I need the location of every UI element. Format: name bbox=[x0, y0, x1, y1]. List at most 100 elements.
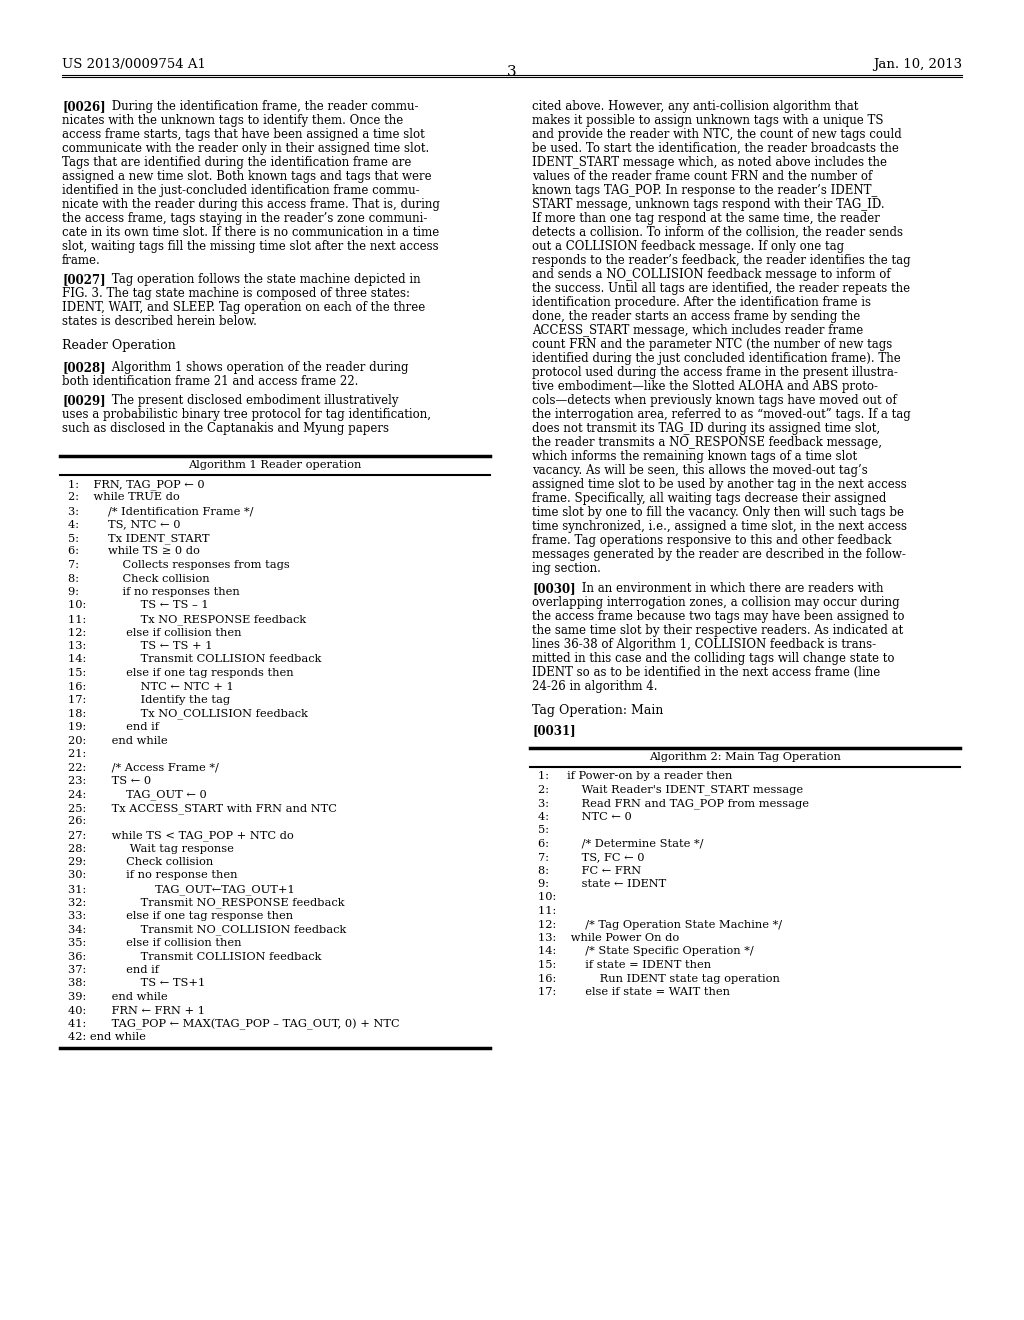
Text: such as disclosed in the Captanakis and Myung papers: such as disclosed in the Captanakis and … bbox=[62, 422, 389, 436]
Text: 3:         Read FRN and TAG_POP from message: 3: Read FRN and TAG_POP from message bbox=[538, 799, 809, 809]
Text: US 2013/0009754 A1: US 2013/0009754 A1 bbox=[62, 58, 206, 71]
Text: 2:    while TRUE do: 2: while TRUE do bbox=[68, 492, 180, 503]
Text: assigned time slot to be used by another tag in the next access: assigned time slot to be used by another… bbox=[532, 478, 906, 491]
Text: 22:       /* Access Frame */: 22: /* Access Frame */ bbox=[68, 763, 219, 772]
Text: both identification frame 21 and access frame 22.: both identification frame 21 and access … bbox=[62, 375, 358, 388]
Text: [0027]: [0027] bbox=[62, 273, 105, 286]
Text: Algorithm 1 Reader operation: Algorithm 1 Reader operation bbox=[188, 459, 361, 470]
Text: 24:           TAG_OUT ← 0: 24: TAG_OUT ← 0 bbox=[68, 789, 207, 800]
Text: Reader Operation: Reader Operation bbox=[62, 339, 176, 352]
Text: the access frame because two tags may have been assigned to: the access frame because two tags may ha… bbox=[532, 610, 904, 623]
Text: protocol used during the access frame in the present illustra-: protocol used during the access frame in… bbox=[532, 366, 898, 379]
Text: messages generated by the reader are described in the follow-: messages generated by the reader are des… bbox=[532, 548, 906, 561]
Text: 10:: 10: bbox=[538, 892, 560, 903]
Text: ing section.: ing section. bbox=[532, 562, 601, 576]
Text: and provide the reader with NTC, the count of new tags could: and provide the reader with NTC, the cou… bbox=[532, 128, 902, 141]
Text: time synchronized, i.e., assigned a time slot, in the next access: time synchronized, i.e., assigned a time… bbox=[532, 520, 907, 533]
Text: frame. Specifically, all waiting tags decrease their assigned: frame. Specifically, all waiting tags de… bbox=[532, 492, 887, 506]
Text: 37:           end if: 37: end if bbox=[68, 965, 159, 975]
Text: 29:           Check collision: 29: Check collision bbox=[68, 857, 213, 867]
Text: 39:       end while: 39: end while bbox=[68, 993, 168, 1002]
Text: which informs the remaining known tags of a time slot: which informs the remaining known tags o… bbox=[532, 450, 857, 463]
Text: identified during the just concluded identification frame). The: identified during the just concluded ide… bbox=[532, 352, 901, 366]
Text: [0030]: [0030] bbox=[532, 582, 575, 595]
Text: the success. Until all tags are identified, the reader repeats the: the success. Until all tags are identifi… bbox=[532, 282, 910, 294]
Text: the same time slot by their respective readers. As indicated at: the same time slot by their respective r… bbox=[532, 624, 903, 638]
Text: 23:       TS ← 0: 23: TS ← 0 bbox=[68, 776, 152, 785]
Text: 8:            Check collision: 8: Check collision bbox=[68, 573, 210, 583]
Text: 18:               Tx NO_COLLISION feedback: 18: Tx NO_COLLISION feedback bbox=[68, 709, 308, 719]
Text: 2:         Wait Reader's IDENT_START message: 2: Wait Reader's IDENT_START message bbox=[538, 784, 803, 795]
Text: 5:        Tx IDENT_START: 5: Tx IDENT_START bbox=[68, 533, 210, 544]
Text: 9:            if no responses then: 9: if no responses then bbox=[68, 587, 240, 597]
Text: 11:               Tx NO_RESPONSE feedback: 11: Tx NO_RESPONSE feedback bbox=[68, 614, 306, 624]
Text: 25:       Tx ACCESS_START with FRN and NTC: 25: Tx ACCESS_START with FRN and NTC bbox=[68, 803, 337, 813]
Text: Algorithm 2: Main Tag Operation: Algorithm 2: Main Tag Operation bbox=[649, 752, 841, 762]
Text: time slot by one to fill the vacancy. Only then will such tags be: time slot by one to fill the vacancy. On… bbox=[532, 506, 904, 519]
Text: detects a collision. To inform of the collision, the reader sends: detects a collision. To inform of the co… bbox=[532, 226, 903, 239]
Text: 26:: 26: bbox=[68, 817, 90, 826]
Text: mitted in this case and the colliding tags will change state to: mitted in this case and the colliding ta… bbox=[532, 652, 895, 665]
Text: values of the reader frame count FRN and the number of: values of the reader frame count FRN and… bbox=[532, 170, 872, 183]
Text: nicates with the unknown tags to identify them. Once the: nicates with the unknown tags to identif… bbox=[62, 114, 403, 127]
Text: the access frame, tags staying in the reader’s zone communi-: the access frame, tags staying in the re… bbox=[62, 213, 427, 224]
Text: If more than one tag respond at the same time, the reader: If more than one tag respond at the same… bbox=[532, 213, 880, 224]
Text: slot, waiting tags fill the missing time slot after the next access: slot, waiting tags fill the missing time… bbox=[62, 240, 438, 253]
Text: 8:         FC ← FRN: 8: FC ← FRN bbox=[538, 866, 641, 875]
Text: 3: 3 bbox=[507, 65, 517, 79]
Text: 36:               Transmit COLLISION feedback: 36: Transmit COLLISION feedback bbox=[68, 952, 322, 961]
Text: 17:        else if state = WAIT then: 17: else if state = WAIT then bbox=[538, 987, 730, 997]
Text: 14:               Transmit COLLISION feedback: 14: Transmit COLLISION feedback bbox=[68, 655, 322, 664]
Text: done, the reader starts an access frame by sending the: done, the reader starts an access frame … bbox=[532, 310, 860, 323]
Text: 35:           else if collision then: 35: else if collision then bbox=[68, 939, 242, 948]
Text: 19:           end if: 19: end if bbox=[68, 722, 159, 733]
Text: 42: end while: 42: end while bbox=[68, 1032, 145, 1043]
Text: 7:         TS, FC ← 0: 7: TS, FC ← 0 bbox=[538, 851, 644, 862]
Text: Tags that are identified during the identification frame are: Tags that are identified during the iden… bbox=[62, 156, 412, 169]
Text: FIG. 3. The tag state machine is composed of three states:: FIG. 3. The tag state machine is compose… bbox=[62, 286, 410, 300]
Text: frame. Tag operations responsive to this and other feedback: frame. Tag operations responsive to this… bbox=[532, 535, 892, 546]
Text: nicate with the reader during this access frame. That is, during: nicate with the reader during this acces… bbox=[62, 198, 440, 211]
Text: known tags TAG_POP. In response to the reader’s IDENT_: known tags TAG_POP. In response to the r… bbox=[532, 183, 878, 197]
Text: 11:: 11: bbox=[538, 906, 560, 916]
Text: count FRN and the parameter NTC (the number of new tags: count FRN and the parameter NTC (the num… bbox=[532, 338, 892, 351]
Text: be used. To start the identification, the reader broadcasts the: be used. To start the identification, th… bbox=[532, 143, 899, 154]
Text: the reader transmits a NO_RESPONSE feedback message,: the reader transmits a NO_RESPONSE feedb… bbox=[532, 436, 882, 449]
Text: 6:         /* Determine State */: 6: /* Determine State */ bbox=[538, 838, 703, 849]
Text: 12:           else if collision then: 12: else if collision then bbox=[68, 627, 242, 638]
Text: 38:               TS ← TS+1: 38: TS ← TS+1 bbox=[68, 978, 205, 989]
Text: out a COLLISION feedback message. If only one tag: out a COLLISION feedback message. If onl… bbox=[532, 240, 844, 253]
Text: 12:        /* Tag Operation State Machine */: 12: /* Tag Operation State Machine */ bbox=[538, 920, 782, 929]
Text: 32:               Transmit NO_RESPONSE feedback: 32: Transmit NO_RESPONSE feedback bbox=[68, 898, 344, 908]
Text: 31:                   TAG_OUT←TAG_OUT+1: 31: TAG_OUT←TAG_OUT+1 bbox=[68, 884, 295, 895]
Text: 16:            Run IDENT state tag operation: 16: Run IDENT state tag operation bbox=[538, 974, 780, 983]
Text: 13:    while Power On do: 13: while Power On do bbox=[538, 933, 679, 942]
Text: 7:            Collects responses from tags: 7: Collects responses from tags bbox=[68, 560, 290, 570]
Text: Tag Operation: Main: Tag Operation: Main bbox=[532, 704, 664, 717]
Text: 41:       TAG_POP ← MAX(TAG_POP – TAG_OUT, 0) + NTC: 41: TAG_POP ← MAX(TAG_POP – TAG_OUT, 0) … bbox=[68, 1019, 399, 1031]
Text: [0026]: [0026] bbox=[62, 100, 105, 114]
Text: 27:       while TS < TAG_POP + NTC do: 27: while TS < TAG_POP + NTC do bbox=[68, 830, 294, 841]
Text: 13:               TS ← TS + 1: 13: TS ← TS + 1 bbox=[68, 642, 213, 651]
Text: [0029]: [0029] bbox=[62, 393, 105, 407]
Text: frame.: frame. bbox=[62, 253, 100, 267]
Text: 17:               Identify the tag: 17: Identify the tag bbox=[68, 696, 230, 705]
Text: In an environment in which there are readers with: In an environment in which there are rea… bbox=[578, 582, 884, 595]
Text: During the identification frame, the reader commu-: During the identification frame, the rea… bbox=[108, 100, 419, 114]
Text: 15:           else if one tag responds then: 15: else if one tag responds then bbox=[68, 668, 294, 678]
Text: 30:           if no response then: 30: if no response then bbox=[68, 870, 238, 880]
Text: 20:       end while: 20: end while bbox=[68, 735, 168, 746]
Text: 34:               Transmit NO_COLLISION feedback: 34: Transmit NO_COLLISION feedback bbox=[68, 924, 346, 935]
Text: Algorithm 1 shows operation of the reader during: Algorithm 1 shows operation of the reade… bbox=[108, 360, 409, 374]
Text: 3:        /* Identification Frame */: 3: /* Identification Frame */ bbox=[68, 506, 254, 516]
Text: cate in its own time slot. If there is no communication in a time: cate in its own time slot. If there is n… bbox=[62, 226, 439, 239]
Text: 10:               TS ← TS – 1: 10: TS ← TS – 1 bbox=[68, 601, 209, 610]
Text: lines 36-38 of Algorithm 1, COLLISION feedback is trans-: lines 36-38 of Algorithm 1, COLLISION fe… bbox=[532, 638, 877, 651]
Text: 1:     if Power-on by a reader then: 1: if Power-on by a reader then bbox=[538, 771, 732, 781]
Text: IDENT so as to be identified in the next access frame (line: IDENT so as to be identified in the next… bbox=[532, 667, 881, 678]
Text: communicate with the reader only in their assigned time slot.: communicate with the reader only in thei… bbox=[62, 143, 429, 154]
Text: 24-26 in algorithm 4.: 24-26 in algorithm 4. bbox=[532, 680, 657, 693]
Text: uses a probabilistic binary tree protocol for tag identification,: uses a probabilistic binary tree protoco… bbox=[62, 408, 431, 421]
Text: [0031]: [0031] bbox=[532, 723, 575, 737]
Text: 40:       FRN ← FRN + 1: 40: FRN ← FRN + 1 bbox=[68, 1006, 205, 1015]
